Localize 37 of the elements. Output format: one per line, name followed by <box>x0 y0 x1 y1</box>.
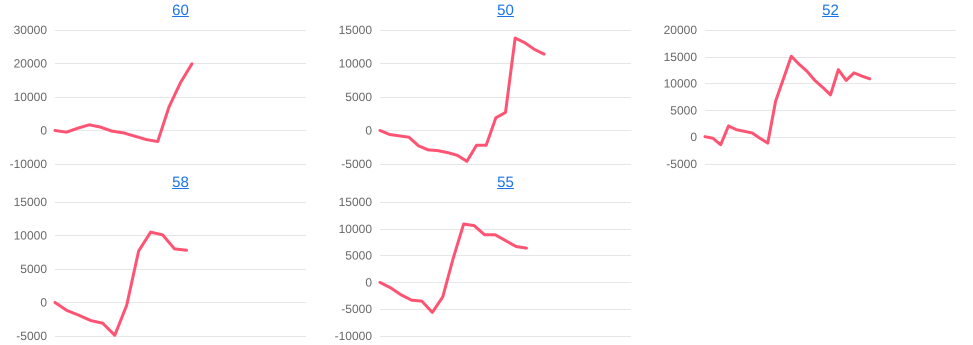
y-tick-label: 10000 <box>664 76 698 91</box>
y-tick-label: 20000 <box>664 23 698 37</box>
y-tick-label: 15000 <box>338 195 372 209</box>
y-tick-label: 5000 <box>670 103 698 118</box>
y-tick-label: 10000 <box>14 228 48 242</box>
line-series <box>704 54 872 146</box>
y-tick-label: -5000 <box>16 329 48 343</box>
y-tick-label: 10000 <box>338 222 372 236</box>
y-tick-label: 0 <box>40 296 48 310</box>
y-tick-label: 20000 <box>14 56 48 70</box>
line-series <box>378 36 546 163</box>
y-tick-label: -10000 <box>10 157 48 171</box>
y-tick-label: 15000 <box>14 195 48 209</box>
chart-title: 50 <box>496 2 515 19</box>
y-tick-label: 0 <box>365 124 372 138</box>
y-tick-label: 0 <box>690 130 698 144</box>
y-tick-label: 15000 <box>338 23 372 37</box>
y-tick-label: -5000 <box>666 157 698 171</box>
y-tick-label: 15000 <box>664 50 698 64</box>
y-tick-label: 10000 <box>338 56 372 70</box>
chart-title: 58 <box>171 174 190 191</box>
y-tick-label: 0 <box>40 124 48 138</box>
y-tick-label: 10000 <box>14 90 48 104</box>
y-tick-label: -5000 <box>341 302 372 316</box>
y-tick-label: 5000 <box>345 248 372 263</box>
line-series <box>378 222 528 314</box>
y-tick-label: 5000 <box>20 262 48 276</box>
chart-title: 52 <box>821 2 840 19</box>
line-series <box>54 62 194 144</box>
y-tick-label: 0 <box>365 275 372 290</box>
y-tick-label: 30000 <box>14 23 48 37</box>
chart-title: 55 <box>496 174 515 191</box>
y-tick-label: 5000 <box>345 90 372 104</box>
y-tick-label: -5000 <box>341 157 372 171</box>
line-series <box>54 230 188 337</box>
chart-title: 60 <box>171 2 190 19</box>
y-tick-label: -10000 <box>334 329 372 343</box>
